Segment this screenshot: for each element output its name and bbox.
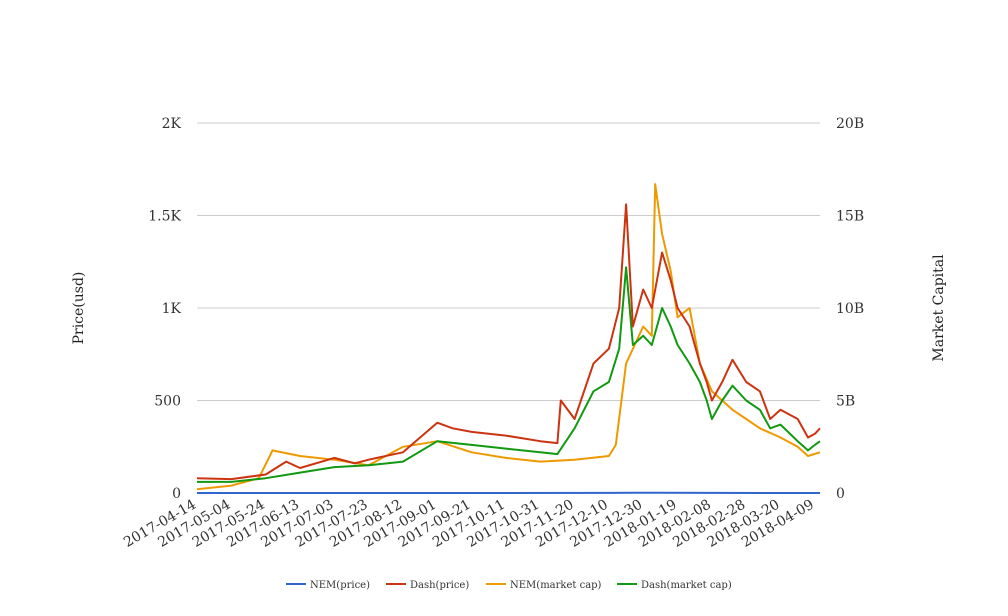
legend-label: NEM(market cap): [510, 580, 602, 591]
series-line-dash-market-cap: [197, 266, 821, 483]
legend-entry: NEM(price): [286, 580, 370, 591]
legend: NEM(price) Dash(price) NEM(market cap) Dash…: [286, 580, 732, 591]
y-left-tick-label: 1K: [162, 301, 182, 317]
right-axis-ticks: 0 5B 10B 15B 20B: [836, 116, 864, 502]
series-lines: [196, 183, 821, 494]
y-left-tick-label: 0: [172, 486, 181, 502]
legend-entry: Dash(market cap): [617, 580, 732, 591]
legend-label: Dash(price): [410, 580, 469, 591]
gridlines: [197, 122, 820, 494]
y-left-tick-label: 500: [154, 394, 181, 410]
x-axis-ticks: 2017-04-142017-05-042017-05-242017-06-13…: [121, 497, 817, 551]
legend-entry: Dash(price): [386, 580, 469, 591]
y-right-tick-label: 5B: [836, 394, 855, 410]
y-right-tick-label: 0: [836, 486, 845, 502]
y-left-tick-label: 2K: [162, 116, 182, 132]
y-right-tick-label: 10B: [836, 301, 864, 317]
legend-label: NEM(price): [310, 580, 370, 591]
y-right-tick-label: 20B: [836, 116, 864, 132]
y-left-tick-label: 1.5K: [148, 209, 181, 225]
left-axis-ticks: 0 500 1K 1.5K 2K: [148, 116, 181, 502]
y-right-tick-label: 15B: [836, 209, 864, 225]
y-axis-left-title: Price(usd): [71, 272, 87, 345]
y-axis-right-title: Market Capital: [931, 254, 947, 362]
series-line-dash-price: [196, 203, 821, 481]
series-line-nem-market-cap: [196, 183, 821, 491]
legend-label: Dash(market cap): [641, 580, 732, 591]
legend-entry: NEM(market cap): [486, 580, 602, 591]
